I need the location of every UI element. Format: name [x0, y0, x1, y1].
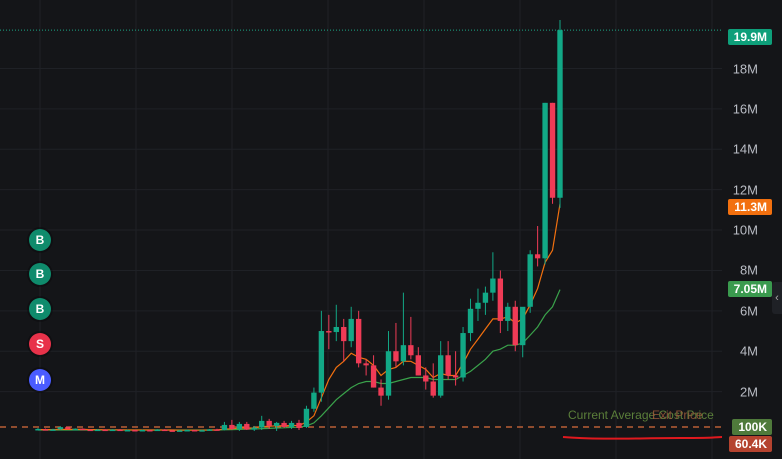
- price-axis-tick: 14M: [732, 141, 758, 157]
- price-axis-tick: 8M: [739, 262, 758, 278]
- candle-body: [206, 429, 213, 431]
- candle-body: [415, 355, 421, 376]
- candle-body: [475, 302, 481, 309]
- candle-body: [542, 102, 548, 259]
- candle-body: [259, 420, 265, 428]
- candle-body: [266, 420, 272, 426]
- candle-body: [393, 351, 399, 362]
- sell-marker[interactable]: S: [29, 333, 51, 355]
- candle-body: [229, 424, 235, 429]
- candle-body: [430, 381, 436, 396]
- price-axis-tick: 2M: [739, 384, 758, 400]
- price-axis-tick: 16M: [732, 101, 758, 117]
- candle-body: [333, 326, 339, 333]
- candle-body: [363, 363, 369, 366]
- candle-body: [348, 318, 354, 342]
- candle-body: [236, 423, 243, 429]
- candle-body: [303, 408, 310, 427]
- candle-body: [520, 306, 526, 346]
- buy-marker-3[interactable]: B: [29, 298, 51, 320]
- moving-average-fast: [38, 203, 561, 431]
- candle-body: [109, 429, 116, 432]
- candle-body: [385, 351, 392, 396]
- candle-body: [57, 427, 64, 430]
- candle-body: [311, 392, 317, 409]
- price-axis-tick: 10M: [732, 222, 758, 238]
- candle-body: [244, 423, 250, 430]
- candle-body: [378, 387, 384, 396]
- candle-body: [505, 306, 511, 321]
- buy-marker-2[interactable]: B: [29, 263, 51, 285]
- candle-body: [408, 345, 414, 356]
- candle-body: [80, 428, 86, 431]
- candle-body: [147, 429, 153, 432]
- candle-body: [184, 429, 190, 432]
- price-tag: 11.3M: [728, 199, 772, 215]
- candle-body: [512, 306, 518, 346]
- candle-body: [117, 429, 123, 432]
- price-axis-tick: 4M: [739, 343, 758, 359]
- candle-body: [124, 429, 131, 432]
- candle-body: [72, 428, 78, 431]
- candle-body: [341, 326, 347, 342]
- price-tag: 60.4K: [728, 436, 772, 452]
- candle-body: [557, 30, 563, 198]
- candle-body: [132, 429, 138, 432]
- candle-body: [42, 429, 49, 431]
- price-axis-tick: 18M: [732, 61, 758, 76]
- candle-body: [438, 355, 444, 396]
- candle-body: [534, 254, 541, 259]
- candle-body: [139, 429, 146, 432]
- candle-body: [497, 278, 504, 321]
- candle-body: [221, 424, 228, 430]
- price-tag: 7.05M: [727, 281, 772, 297]
- candle-body: [87, 429, 93, 432]
- candle-body: [65, 427, 71, 430]
- candle-body: [490, 278, 496, 293]
- buy-marker-1[interactable]: B: [29, 229, 51, 251]
- exit-price-line: [562, 436, 723, 440]
- exit-price-label: Exit Price: [652, 408, 703, 422]
- candle-body: [326, 331, 332, 333]
- candle-body: [102, 429, 108, 432]
- candle-body: [251, 427, 257, 430]
- candle-body: [452, 375, 459, 378]
- candle-body: [50, 429, 56, 431]
- candle-body: [288, 422, 295, 427]
- candle-body: [467, 308, 474, 334]
- price-axis-tick: 12M: [732, 182, 758, 198]
- candle-body: [154, 429, 160, 432]
- candle-body: [169, 430, 175, 432]
- candle-body: [191, 429, 198, 432]
- candle-body: [177, 430, 183, 432]
- candle-body: [445, 355, 451, 376]
- candle-body: [460, 333, 466, 378]
- price-tag: 19.9M: [727, 29, 772, 45]
- candle-body: [35, 428, 41, 431]
- candle-body: [199, 430, 205, 432]
- candle-body: [482, 292, 489, 303]
- candle-body: [423, 375, 429, 382]
- candle-body: [318, 331, 325, 393]
- candle-body: [94, 429, 101, 432]
- candle-body: [355, 318, 362, 364]
- migration-marker[interactable]: M: [29, 369, 51, 391]
- price-axis-tick: 6M: [739, 303, 758, 319]
- candle-body: [527, 254, 533, 307]
- candle-body: [273, 422, 280, 426]
- candle-body: [296, 422, 302, 428]
- candle-body: [281, 422, 287, 427]
- candle-body: [214, 429, 220, 431]
- collapse-handle-chevron-left-icon[interactable]: ‹: [772, 282, 782, 314]
- current-average-cost-price-label: Current Average Cost Price: [568, 408, 714, 422]
- candle-body: [370, 365, 377, 388]
- candle-body: [400, 345, 407, 362]
- price-tag: 100K: [732, 419, 772, 435]
- candle-body: [549, 102, 556, 198]
- candle-body: [162, 429, 168, 432]
